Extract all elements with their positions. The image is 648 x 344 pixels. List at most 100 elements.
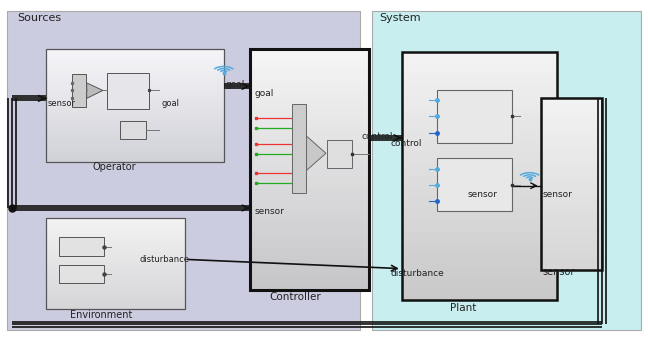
FancyBboxPatch shape — [46, 94, 224, 97]
FancyBboxPatch shape — [402, 251, 557, 257]
Text: System: System — [379, 13, 421, 23]
FancyBboxPatch shape — [46, 257, 185, 259]
FancyBboxPatch shape — [540, 240, 602, 244]
FancyBboxPatch shape — [249, 284, 369, 290]
FancyBboxPatch shape — [46, 122, 224, 125]
FancyBboxPatch shape — [540, 120, 602, 124]
FancyBboxPatch shape — [46, 57, 224, 60]
FancyBboxPatch shape — [249, 272, 369, 278]
FancyBboxPatch shape — [46, 270, 185, 273]
FancyBboxPatch shape — [540, 171, 602, 175]
FancyBboxPatch shape — [249, 103, 369, 109]
Text: sensor: sensor — [468, 190, 498, 199]
FancyBboxPatch shape — [46, 68, 224, 71]
FancyBboxPatch shape — [402, 102, 557, 108]
FancyBboxPatch shape — [373, 11, 641, 330]
FancyBboxPatch shape — [249, 254, 369, 260]
FancyBboxPatch shape — [46, 273, 185, 275]
FancyBboxPatch shape — [402, 220, 557, 226]
FancyBboxPatch shape — [121, 121, 146, 139]
FancyBboxPatch shape — [46, 250, 185, 252]
FancyBboxPatch shape — [402, 183, 557, 189]
FancyBboxPatch shape — [46, 103, 224, 105]
FancyBboxPatch shape — [402, 96, 557, 102]
FancyBboxPatch shape — [46, 284, 185, 286]
FancyBboxPatch shape — [402, 120, 557, 127]
FancyBboxPatch shape — [540, 175, 602, 180]
FancyBboxPatch shape — [249, 73, 369, 79]
FancyBboxPatch shape — [249, 194, 369, 200]
FancyBboxPatch shape — [249, 109, 369, 115]
FancyBboxPatch shape — [249, 187, 369, 194]
FancyBboxPatch shape — [46, 261, 185, 264]
FancyBboxPatch shape — [249, 200, 369, 206]
FancyBboxPatch shape — [46, 295, 185, 298]
FancyBboxPatch shape — [402, 133, 557, 139]
FancyBboxPatch shape — [46, 125, 224, 128]
Text: sensor: sensor — [542, 268, 575, 278]
FancyBboxPatch shape — [402, 263, 557, 269]
FancyBboxPatch shape — [402, 170, 557, 176]
FancyBboxPatch shape — [402, 83, 557, 89]
FancyBboxPatch shape — [540, 103, 602, 107]
FancyBboxPatch shape — [540, 227, 602, 231]
FancyBboxPatch shape — [540, 252, 602, 257]
FancyBboxPatch shape — [46, 153, 224, 156]
Polygon shape — [307, 136, 326, 170]
FancyBboxPatch shape — [402, 201, 557, 207]
FancyBboxPatch shape — [540, 132, 602, 137]
FancyBboxPatch shape — [402, 282, 557, 288]
Text: control: control — [391, 139, 422, 148]
FancyBboxPatch shape — [46, 131, 224, 133]
FancyBboxPatch shape — [540, 167, 602, 171]
FancyBboxPatch shape — [249, 266, 369, 272]
FancyBboxPatch shape — [540, 107, 602, 111]
FancyBboxPatch shape — [249, 133, 369, 139]
FancyBboxPatch shape — [46, 227, 185, 229]
FancyBboxPatch shape — [249, 175, 369, 182]
FancyBboxPatch shape — [540, 210, 602, 214]
FancyBboxPatch shape — [46, 99, 224, 103]
FancyBboxPatch shape — [108, 73, 150, 109]
FancyBboxPatch shape — [402, 269, 557, 276]
FancyBboxPatch shape — [437, 158, 511, 212]
FancyBboxPatch shape — [46, 300, 185, 302]
FancyBboxPatch shape — [46, 128, 224, 131]
FancyBboxPatch shape — [7, 11, 360, 330]
FancyBboxPatch shape — [402, 58, 557, 65]
FancyBboxPatch shape — [540, 248, 602, 252]
FancyBboxPatch shape — [46, 255, 185, 257]
FancyBboxPatch shape — [46, 97, 224, 99]
FancyBboxPatch shape — [402, 232, 557, 238]
FancyBboxPatch shape — [46, 264, 185, 266]
FancyBboxPatch shape — [540, 158, 602, 163]
FancyBboxPatch shape — [540, 141, 602, 146]
FancyBboxPatch shape — [249, 91, 369, 97]
FancyBboxPatch shape — [249, 278, 369, 284]
FancyBboxPatch shape — [249, 115, 369, 121]
FancyBboxPatch shape — [402, 257, 557, 263]
FancyBboxPatch shape — [46, 241, 185, 243]
FancyBboxPatch shape — [402, 65, 557, 71]
FancyBboxPatch shape — [46, 105, 224, 108]
FancyBboxPatch shape — [46, 71, 224, 74]
FancyBboxPatch shape — [249, 182, 369, 187]
FancyBboxPatch shape — [540, 150, 602, 154]
FancyBboxPatch shape — [46, 266, 185, 268]
FancyBboxPatch shape — [46, 298, 185, 300]
FancyBboxPatch shape — [46, 218, 185, 221]
FancyBboxPatch shape — [46, 150, 224, 153]
FancyBboxPatch shape — [249, 212, 369, 218]
FancyBboxPatch shape — [540, 231, 602, 235]
FancyBboxPatch shape — [540, 154, 602, 158]
FancyBboxPatch shape — [540, 197, 602, 201]
FancyBboxPatch shape — [46, 85, 224, 88]
FancyBboxPatch shape — [46, 246, 185, 248]
FancyBboxPatch shape — [402, 226, 557, 232]
FancyBboxPatch shape — [46, 80, 224, 83]
FancyBboxPatch shape — [46, 252, 185, 255]
FancyBboxPatch shape — [402, 127, 557, 133]
FancyBboxPatch shape — [437, 90, 511, 143]
Text: Sources: Sources — [17, 13, 61, 23]
FancyBboxPatch shape — [402, 164, 557, 170]
